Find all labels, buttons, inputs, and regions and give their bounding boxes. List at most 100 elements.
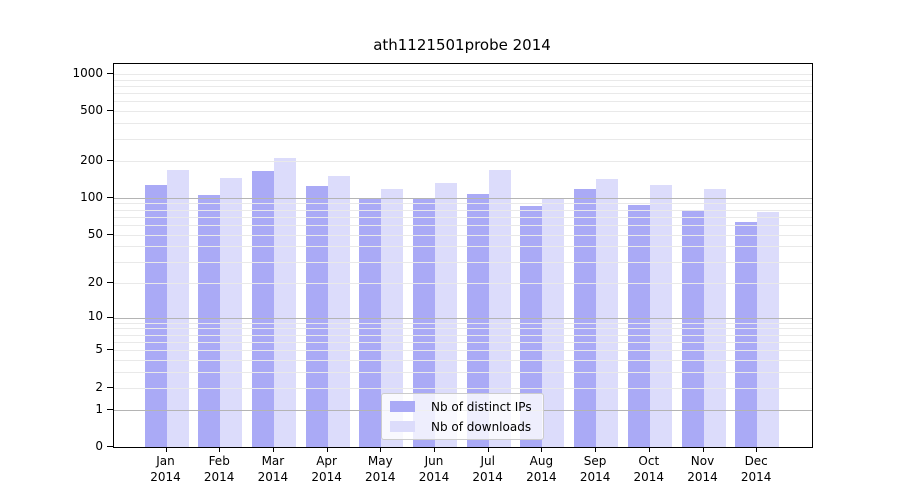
plot-area: Nb of distinct IPs Nb of downloads — [113, 63, 813, 448]
bar-downloads-jul — [488, 170, 511, 447]
bar-downloads-apr — [327, 175, 350, 447]
x-tick-label-sep: Sep 2014 — [579, 454, 611, 484]
bar-distinct-ips-oct — [627, 204, 650, 447]
minor-gridline-4 — [114, 360, 812, 362]
bar-downloads-jun — [435, 182, 457, 447]
x-tick-dec — [756, 447, 758, 452]
bar-distinct-ips-mar — [251, 171, 274, 447]
gridline-1000 — [114, 73, 812, 75]
y-tick-label-2: 2 — [95, 379, 103, 394]
x-tick-label-jul: Jul 2014 — [472, 454, 503, 484]
minor-gridline-40 — [114, 246, 812, 248]
x-tick-label-dec: Dec 2014 — [740, 454, 772, 484]
y-tick-1 — [107, 408, 113, 410]
x-tick-label-aug: Aug 2014 — [526, 454, 557, 484]
minor-gridline-6 — [114, 341, 812, 343]
x-tick-may — [380, 447, 382, 452]
x-tick-label-nov: Nov 2014 — [687, 454, 718, 484]
bar-distinct-ips-jun — [413, 197, 435, 447]
minor-gridline-90 — [114, 203, 812, 205]
minor-gridline-3 — [114, 372, 812, 374]
x-tick-label-feb: Feb 2014 — [203, 454, 235, 484]
y-tick-label-1000: 1000 — [72, 65, 103, 80]
minor-gridline-500 — [114, 111, 812, 113]
bar-downloads-oct — [649, 184, 672, 447]
x-tick-nov — [702, 447, 704, 452]
y-tick-10 — [107, 316, 113, 318]
y-tick-20 — [107, 281, 113, 283]
y-tick-label-500: 500 — [80, 103, 103, 118]
y-tick-1000 — [107, 72, 113, 74]
bar-downloads-mar — [273, 158, 296, 447]
chart-title: ath1121501probe 2014 — [373, 36, 551, 54]
y-tick-500 — [107, 110, 113, 112]
minor-gridline-8 — [114, 328, 812, 330]
legend-swatch-distinct-ips-icon — [390, 401, 415, 412]
x-tick-label-apr: Apr 2014 — [311, 454, 342, 484]
minor-gridline-600 — [114, 101, 812, 103]
bar-distinct-ips-jul — [466, 193, 489, 447]
minor-gridline-50 — [114, 234, 812, 236]
x-tick-label-jun: Jun 2014 — [418, 454, 450, 484]
gridlines-layer — [114, 64, 812, 447]
y-tick-200 — [107, 159, 113, 161]
minor-gridline-9 — [114, 322, 812, 324]
minor-gridline-700 — [114, 93, 812, 95]
bar-distinct-ips-feb — [198, 195, 221, 447]
bar-downloads-jan — [166, 169, 189, 447]
x-tick-jan — [165, 447, 167, 452]
y-tick-100 — [107, 196, 113, 198]
x-tick-jul — [487, 447, 489, 452]
x-tick-mar — [272, 447, 274, 452]
y-tick-label-10: 10 — [87, 309, 103, 324]
legend-item-distinct-ips: Nb of distinct IPs — [382, 399, 543, 415]
minor-gridline-5 — [114, 350, 812, 352]
minor-gridline-7 — [114, 334, 812, 336]
bar-distinct-ips-apr — [305, 186, 328, 447]
x-tick-label-oct: Oct 2014 — [633, 454, 665, 484]
minor-gridline-800 — [114, 85, 812, 87]
x-tick-jun — [434, 447, 435, 452]
y-tick-label-100: 100 — [80, 189, 103, 204]
legend-label-downloads: Nb of downloads — [431, 419, 532, 434]
x-tick-label-jan: Jan 2014 — [150, 454, 181, 484]
minor-gridline-80 — [114, 209, 812, 211]
legend-swatch-downloads-icon — [390, 421, 415, 432]
major-gridline-10 — [114, 317, 812, 319]
minor-gridline-200 — [114, 160, 812, 162]
minor-gridline-70 — [114, 216, 812, 218]
x-tick-label-may: May 2014 — [365, 454, 396, 484]
minor-gridline-300 — [114, 138, 812, 140]
y-tick-label-0: 0 — [95, 439, 103, 453]
x-tick-feb — [219, 447, 221, 452]
bar-distinct-ips-aug — [520, 205, 543, 447]
y-tick-2 — [107, 386, 113, 388]
y-tick-5 — [107, 349, 113, 351]
minor-gridline-30 — [114, 261, 812, 263]
legend-label-distinct-ips: Nb of distinct IPs — [431, 399, 532, 414]
minor-gridline-2 — [114, 387, 812, 389]
legend-item-downloads: Nb of downloads — [382, 419, 543, 435]
minor-gridline-20 — [114, 282, 812, 284]
bar-distinct-ips-jan — [144, 185, 167, 447]
y-tick-50 — [107, 233, 113, 235]
y-tick-label-50: 50 — [87, 226, 103, 241]
y-tick-label-200: 200 — [80, 152, 103, 167]
y-tick-label-1: 1 — [95, 401, 103, 416]
x-tick-oct — [648, 447, 650, 452]
x-tick-sep — [595, 447, 597, 452]
y-tick-label-20: 20 — [87, 274, 103, 289]
major-gridline-100 — [114, 197, 812, 199]
minor-gridline-900 — [114, 79, 812, 81]
x-tick-apr — [326, 447, 328, 452]
legend: Nb of distinct IPs Nb of downloads — [381, 393, 544, 440]
x-tick-label-mar: Mar 2014 — [257, 454, 289, 484]
bar-downloads-feb — [220, 177, 243, 447]
y-tick-label-5: 5 — [95, 342, 103, 357]
bar-downloads-sep — [596, 178, 619, 447]
minor-gridline-60 — [114, 225, 812, 226]
x-tick-aug — [541, 447, 543, 452]
y-tick-0 — [107, 446, 113, 447]
minor-gridline-400 — [114, 123, 812, 125]
